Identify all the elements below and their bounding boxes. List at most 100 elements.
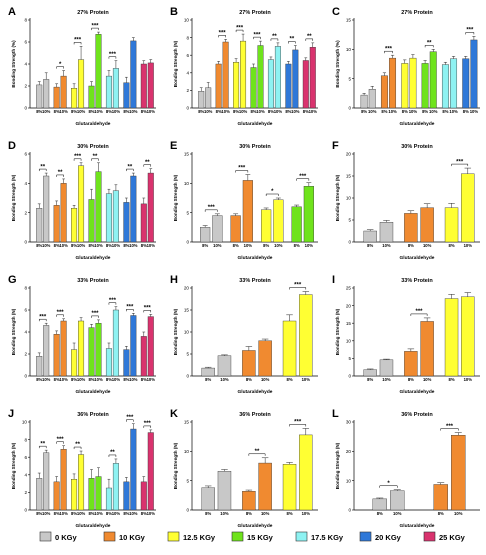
x-tick-label: 8%: [71, 377, 77, 382]
x-axis-label: Glutaraldehyde: [400, 255, 435, 261]
y-tick-label: 0: [24, 106, 27, 111]
x-tick-label: 8%: [402, 109, 408, 114]
bar: [420, 207, 434, 243]
y-tick-label: 6: [24, 455, 27, 460]
panel-letter: L: [332, 408, 339, 420]
x-tick-label: 10%: [388, 109, 397, 114]
bar: [273, 199, 284, 243]
bar: [433, 484, 448, 511]
x-tick-label: 8%: [106, 109, 112, 114]
legend-item: 17.5 KGy: [295, 531, 344, 542]
bar: [379, 221, 394, 243]
y-tick-label: 15: [184, 308, 190, 313]
significance-bracket: [204, 209, 218, 212]
bar: [147, 432, 154, 511]
significance-bracket: [73, 42, 82, 45]
bar: [242, 180, 253, 243]
bar: [309, 47, 316, 109]
x-axis-label: Glutaraldehyde: [76, 121, 111, 127]
x-tick-label: 10%: [42, 377, 51, 382]
significance-bracket: [56, 66, 64, 69]
x-tick-label: 10%: [423, 377, 432, 382]
x-tick-label: 10%: [454, 511, 463, 516]
x-tick-label: 8%: [246, 377, 252, 382]
panel-title: 27% Protein: [239, 10, 271, 16]
bar: [444, 298, 459, 377]
panel-h: H 33% Protein Bonding Strength (N) Glutaral…: [170, 274, 318, 395]
bar: [257, 45, 264, 109]
x-tick-label: 8%: [141, 377, 147, 382]
significance-bracket: [288, 41, 296, 44]
panel-letter: C: [332, 6, 340, 18]
significance-label: ***: [253, 32, 261, 38]
x-tick-label: 8%: [88, 243, 94, 248]
legend-label: 17.5 KGy: [311, 533, 344, 542]
y-tick-label: 0: [348, 508, 351, 513]
y-axis-label: Bonding Strength (N): [173, 174, 178, 221]
significance-label: ***: [219, 31, 227, 37]
y-tick-label: 15: [184, 152, 190, 157]
significance-label: ***: [91, 23, 99, 29]
x-tick-label: 10%: [77, 511, 86, 516]
bar: [105, 75, 112, 109]
significance-bracket: [56, 441, 64, 444]
x-axis-label: Glutaraldehyde: [400, 523, 435, 529]
legend-item: 15 KGy: [231, 531, 274, 542]
y-tick-label: 0: [348, 374, 351, 379]
legend-label: 20 KGy: [375, 533, 402, 542]
significance-bracket: [38, 318, 47, 322]
significance-label: ***: [446, 424, 454, 430]
x-tick-label: 10%: [77, 109, 86, 114]
legend-label: 10 KGy: [119, 533, 146, 542]
y-tick-label: 5: [348, 76, 351, 81]
x-tick-label: 8%: [463, 109, 469, 114]
y-axis-label: Bonding Strength (%): [11, 40, 16, 88]
bar: [240, 40, 247, 109]
panel-title: 33% Protein: [77, 278, 109, 284]
x-tick-label: 8%: [408, 243, 414, 248]
y-tick-label: 2: [24, 84, 27, 89]
panel-k: K 36% Protein Bonding Strength (N) Glutaral…: [170, 408, 318, 529]
significance-bracket: [289, 424, 307, 427]
x-tick-label: 10%: [77, 377, 86, 382]
y-tick-label: 10: [184, 330, 190, 335]
significance-label: ***: [74, 154, 82, 160]
bar: [147, 62, 154, 109]
x-tick-label: 10%: [449, 109, 458, 114]
x-tick-label: 8%: [88, 377, 94, 382]
y-tick-label: 0: [24, 374, 27, 379]
panel-a: A 27% Protein Bonding Strength (%) Glutaral…: [8, 6, 156, 127]
x-tick-label: 10%: [147, 377, 156, 382]
x-tick-label: 8%: [54, 377, 60, 382]
legend-swatch: [39, 531, 52, 542]
bar: [217, 355, 232, 377]
x-tick-label: 8%: [381, 109, 387, 114]
x-axis-label: Glutaraldehyde: [76, 523, 111, 529]
y-tick-label: 8: [186, 35, 189, 40]
significance-bracket: [126, 309, 134, 312]
significance-bracket: [108, 56, 117, 59]
x-axis-label: Glutaraldehyde: [238, 121, 273, 127]
x-tick-label: 10%: [59, 243, 68, 248]
x-tick-label: 10%: [147, 109, 156, 114]
x-tick-label: 8%: [88, 511, 94, 516]
x-tick-label: 8%: [285, 109, 291, 114]
significance-bracket: [56, 174, 64, 177]
bar: [95, 171, 102, 243]
significance-bracket: [143, 164, 152, 167]
bar: [461, 173, 475, 243]
x-tick-label: 8%: [294, 243, 300, 248]
x-tick-label: 10%: [244, 243, 253, 248]
bar: [363, 230, 377, 243]
x-tick-label: 8%: [88, 109, 94, 114]
x-tick-label: 8%: [216, 109, 222, 114]
x-tick-label: 10%: [112, 109, 121, 114]
y-tick-label: 10: [184, 449, 190, 454]
significance-label: ***: [238, 166, 246, 172]
bar: [53, 86, 60, 109]
x-tick-label: 10%: [147, 243, 156, 248]
y-tick-label: 4: [24, 62, 27, 67]
y-tick-label: 0: [186, 240, 189, 245]
x-tick-label: 8%: [141, 511, 147, 516]
y-tick-label: 20: [346, 303, 352, 308]
